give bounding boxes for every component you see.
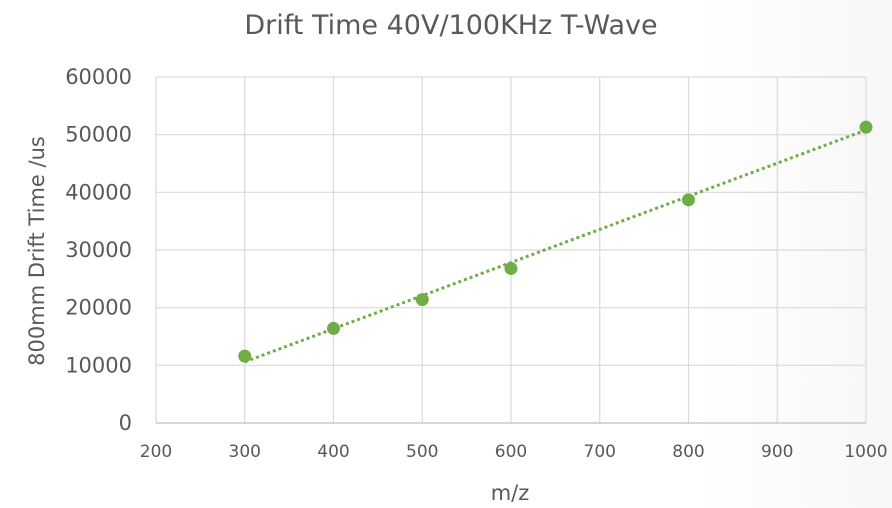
y-tick-label: 0: [119, 411, 132, 435]
data-point: [504, 261, 518, 275]
y-tick-label: 40000: [65, 180, 132, 204]
x-tick-label: 1000: [844, 442, 887, 462]
y-tick-label: 50000: [65, 123, 132, 147]
linear-trendline: [244, 128, 867, 364]
x-tick-label: 800: [672, 442, 704, 462]
x-tick-label: 200: [140, 442, 172, 462]
data-point: [327, 321, 340, 335]
data-point: [415, 293, 429, 307]
x-tick-label: 300: [229, 442, 261, 462]
y-tick-label: 60000: [65, 65, 132, 89]
grid-lines: [155, 76, 867, 423]
x-tick-label: 900: [761, 442, 793, 462]
x-axis-title: m/z: [491, 481, 530, 505]
y-tick-label: 20000: [65, 296, 132, 320]
x-tick-label: 500: [406, 442, 438, 462]
data-point: [859, 120, 873, 134]
x-tick-label: 600: [495, 442, 527, 462]
trendline-layer: [244, 128, 867, 364]
data-points: [238, 120, 873, 363]
y-axis-title: 800mm Drift Time /us: [25, 136, 49, 366]
x-axis-tick-labels: 200 300 400 500 600 700 800 900 1000: [140, 442, 888, 462]
y-tick-label: 30000: [65, 238, 132, 262]
x-tick-label: 700: [584, 442, 616, 462]
x-tick-label: 400: [317, 442, 349, 462]
y-tick-label: 10000: [65, 353, 132, 377]
y-axis-tick-labels: 0 10000 20000 30000 40000 50000 60000: [65, 65, 132, 435]
chart-title: Drift Time 40V/100KHz T-Wave: [244, 10, 657, 41]
data-point: [682, 193, 695, 207]
data-point: [238, 349, 252, 363]
